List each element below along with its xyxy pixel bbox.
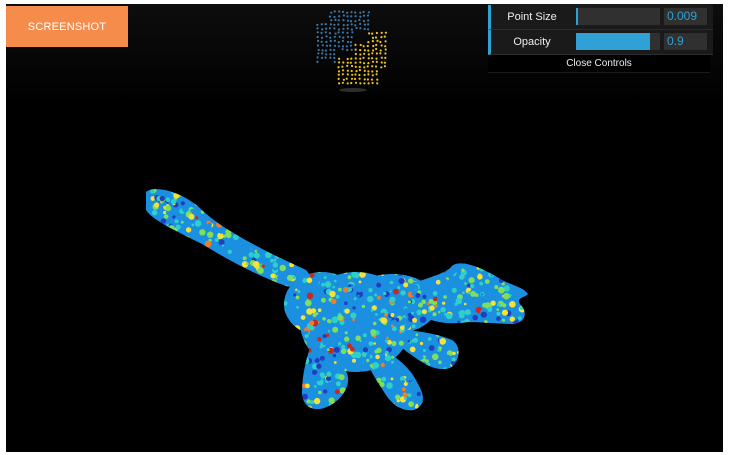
point-cloud-scene[interactable] bbox=[6, 4, 723, 452]
opacity-control: Opacity 0.9 bbox=[488, 30, 713, 55]
opacity-slider[interactable] bbox=[576, 33, 660, 50]
point-size-slider[interactable] bbox=[576, 8, 660, 25]
opacity-slider-fill bbox=[576, 33, 650, 50]
opacity-label: Opacity bbox=[513, 36, 551, 48]
controls-panel: Point Size 0.009 Opacity 0.9 Close Contr… bbox=[488, 4, 713, 73]
point-size-control: Point Size 0.009 bbox=[488, 5, 713, 30]
point-size-slider-fill bbox=[576, 8, 578, 25]
3d-viewport[interactable]: SCREENSHOT Point Size 0.009 Opacity 0.9 … bbox=[6, 4, 723, 452]
close-controls-button[interactable]: Close Controls bbox=[488, 55, 710, 72]
dinosaur-point-cloud bbox=[146, 189, 528, 411]
point-size-value-input[interactable]: 0.009 bbox=[664, 8, 707, 25]
python-logo-icon bbox=[316, 10, 387, 92]
opacity-value-input[interactable]: 0.9 bbox=[664, 33, 707, 50]
point-size-label: Point Size bbox=[507, 11, 557, 23]
screenshot-button[interactable]: SCREENSHOT bbox=[6, 6, 128, 47]
